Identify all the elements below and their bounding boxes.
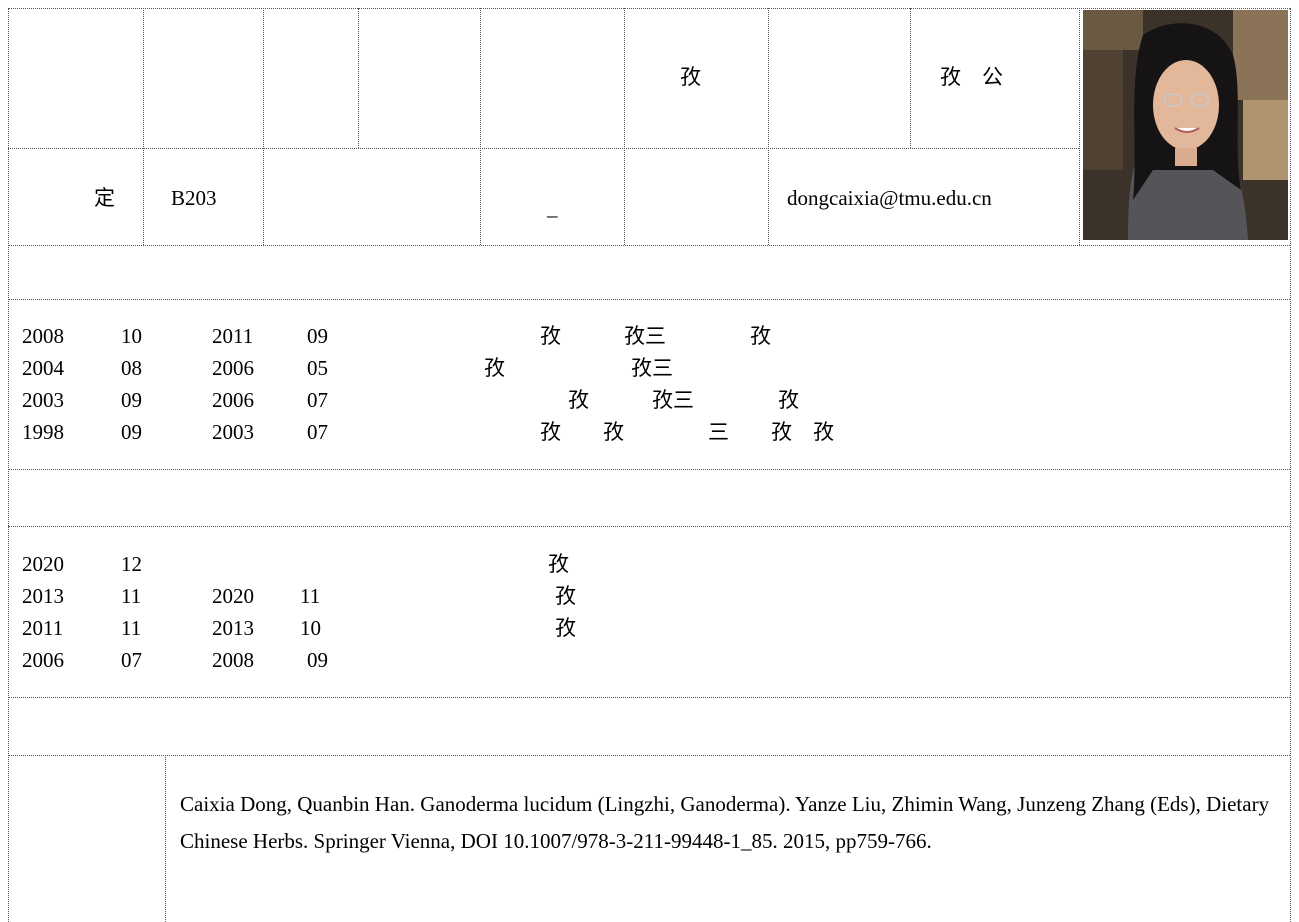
start-month: 08 [121,356,142,380]
end-year: 2006 [212,356,254,380]
end-month: 05 [307,356,328,380]
header-divider [910,8,911,148]
row-separator [8,697,1290,698]
email-address[interactable]: dongcaixia@tmu.edu.cn [787,186,992,210]
start-month: 09 [121,388,142,412]
start-month: 09 [121,420,142,444]
table-right-border [1290,8,1291,922]
start-year: 2020 [22,552,64,576]
description: 孜 孜三 孜 [568,388,799,412]
end-year: 2013 [212,616,254,640]
header-divider [143,8,144,245]
header-divider [358,8,359,148]
profile-photo [1083,10,1288,240]
description: 孜 [555,616,576,640]
start-year: 1998 [22,420,64,444]
description: 孜 [548,552,569,576]
description: 孜 孜三 孜 [540,324,771,348]
description: 孜 孜 三 孜 孜 [540,420,834,444]
header-cell-text: 孜 [680,65,701,89]
end-year: 2006 [212,388,254,412]
end-year: 2008 [212,648,254,672]
row-separator [8,755,1290,756]
start-month: 12 [121,552,142,576]
start-month: 10 [121,324,142,348]
room-number: B203 [171,186,217,210]
header-divider [624,8,625,245]
end-month: 07 [307,420,328,444]
end-month: 07 [307,388,328,412]
row-separator [8,299,1290,300]
publication-label-divider [165,755,166,922]
header-divider [480,8,481,245]
header-divider [263,8,264,245]
start-year: 2004 [22,356,64,380]
row-separator [8,526,1290,527]
end-month: 09 [307,324,328,348]
start-month: 11 [121,616,142,640]
start-year: 2003 [22,388,64,412]
start-month: 07 [121,648,142,672]
end-year: 2020 [212,584,254,608]
end-month: 10 [300,616,321,640]
start-month: 11 [121,584,142,608]
description: 孜 [555,584,576,608]
header-cell-text: 孜 公 [940,65,1003,89]
start-year: 2011 [22,616,64,640]
header-divider [768,8,769,245]
info-label: 定 [94,186,115,210]
end-month: 09 [307,648,328,672]
info-dash: _ [547,196,558,220]
row-separator [8,245,1290,246]
start-year: 2008 [22,324,64,348]
start-year: 2006 [22,648,64,672]
row-separator [8,148,1079,149]
start-year: 2013 [22,584,64,608]
end-month: 11 [300,584,321,608]
description: 孜 孜三 [484,356,673,380]
publication-citation: Caixia Dong, Quanbin Han. Ganoderma luci… [180,792,1270,853]
table-left-border [8,8,9,922]
header-divider [1079,8,1080,245]
row-separator [8,469,1290,470]
table-top-border [8,8,1290,9]
end-year: 2003 [212,420,254,444]
end-year: 2011 [212,324,254,348]
